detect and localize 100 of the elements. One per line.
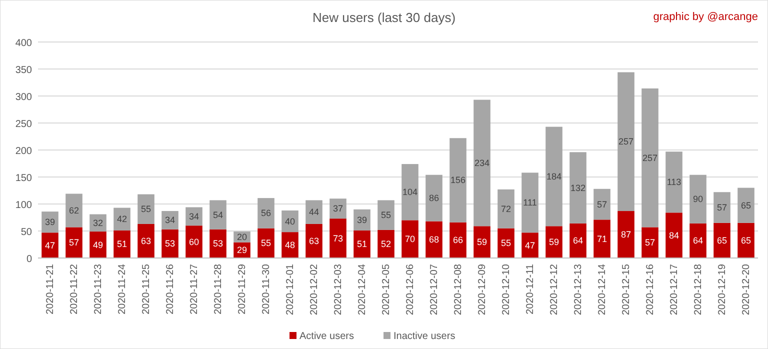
data-label: 53	[212, 238, 224, 249]
data-label: 59	[548, 237, 560, 248]
y-tick-label: 0	[26, 254, 32, 265]
bar	[450, 138, 466, 222]
data-label: 234	[474, 158, 490, 168]
bar	[666, 212, 682, 258]
data-label: 57	[596, 199, 608, 210]
data-label: 47	[524, 240, 536, 250]
y-tick-label: 200	[15, 146, 32, 157]
data-label: 49	[92, 240, 104, 250]
bar	[186, 207, 202, 226]
bar	[738, 188, 754, 223]
data-label: 54	[212, 210, 224, 220]
bar	[42, 212, 58, 233]
data-label: 132	[570, 182, 586, 193]
x-tick-label: 2020-12-15	[621, 264, 632, 316]
data-label: 86	[428, 193, 440, 204]
legend-label: Inactive users	[394, 331, 456, 342]
x-tick-label: 2020-12-11	[525, 264, 536, 314]
x-tick-label: 2020-11-26	[165, 264, 176, 314]
bar	[306, 224, 322, 258]
bar	[642, 227, 658, 258]
bar	[138, 224, 154, 258]
data-label: 257	[642, 152, 658, 163]
data-label: 39	[356, 214, 368, 225]
x-tick-label: 2020-12-05	[381, 264, 392, 316]
bar	[354, 230, 370, 258]
y-tick-label: 150	[15, 173, 32, 184]
bar	[594, 188, 610, 220]
data-label: 53	[164, 238, 176, 249]
bar	[450, 222, 466, 258]
x-tick-label: 2020-11-22	[69, 264, 80, 314]
data-label: 70	[404, 234, 416, 244]
y-tick-label: 50	[20, 227, 32, 238]
bar	[162, 229, 178, 258]
x-tick-label: 2020-11-21	[45, 264, 56, 314]
x-tick-label: 2020-12-10	[501, 264, 512, 316]
data-label: 57	[68, 238, 80, 248]
x-tick-label: 2020-12-07	[429, 264, 440, 316]
chart-title: New users (last 30 days)	[312, 10, 456, 25]
legend-label: Active users	[300, 331, 354, 342]
data-label: 68	[428, 234, 440, 245]
bar	[690, 174, 706, 224]
x-tick-label: 2020-12-04	[357, 264, 368, 316]
bar	[66, 194, 82, 228]
bar	[426, 221, 442, 258]
bar	[498, 228, 514, 258]
bar	[546, 126, 562, 226]
y-tick-label: 100	[15, 200, 32, 211]
data-label: 65	[740, 235, 752, 246]
bar	[714, 192, 730, 223]
x-tick-label: 2020-12-18	[693, 264, 704, 316]
data-label: 65	[740, 200, 752, 210]
data-label: 44	[308, 207, 320, 218]
bar	[402, 164, 418, 220]
data-label: 20	[236, 232, 248, 242]
data-label: 257	[618, 136, 634, 147]
x-tick-label: 2020-11-24	[117, 264, 128, 314]
data-label: 55	[500, 238, 512, 248]
bar	[378, 230, 394, 258]
text: graphic by @arcange	[653, 11, 758, 23]
bar	[138, 194, 154, 224]
bar	[186, 226, 202, 258]
bar	[426, 174, 442, 222]
data-label: 65	[716, 235, 728, 246]
data-label: 32	[92, 218, 104, 228]
bar	[114, 230, 130, 258]
bar	[546, 226, 562, 258]
bar	[162, 211, 178, 230]
bar	[642, 88, 658, 228]
data-label: 57	[644, 238, 656, 248]
bar	[306, 200, 322, 224]
data-label: 184	[546, 171, 562, 182]
data-label: 55	[260, 238, 272, 248]
y-tick-label: 400	[15, 38, 32, 49]
data-label: 66	[452, 235, 464, 246]
x-tick-label: 2020-12-08	[453, 264, 464, 316]
x-tick-label: 2020-11-30	[261, 264, 272, 314]
x-tick-label: 2020-12-20	[741, 264, 752, 316]
bar	[690, 223, 706, 258]
bar	[402, 220, 418, 258]
x-tick-label: 2020-12-09	[477, 264, 488, 316]
x-tick-label: 2020-12-01	[285, 264, 296, 316]
x-tick-label: 2020-12-19	[717, 264, 728, 316]
bar	[210, 200, 226, 230]
x-tick-label: 2020-12-13	[573, 264, 584, 316]
bar	[330, 198, 346, 219]
bar	[498, 189, 514, 228]
data-label: 40	[284, 216, 296, 226]
data-label: 59	[476, 237, 488, 248]
x-tick-label: 2020-11-27	[189, 264, 200, 314]
data-label: 62	[68, 205, 80, 216]
data-label: 90	[692, 194, 704, 204]
bar	[66, 227, 82, 258]
data-label: 64	[572, 236, 584, 246]
bar	[282, 232, 298, 258]
data-label: 71	[596, 234, 608, 244]
bar	[90, 232, 106, 258]
x-tick-label: 2020-11-29	[237, 264, 248, 314]
x-tick-label: 2020-12-02	[309, 264, 320, 316]
